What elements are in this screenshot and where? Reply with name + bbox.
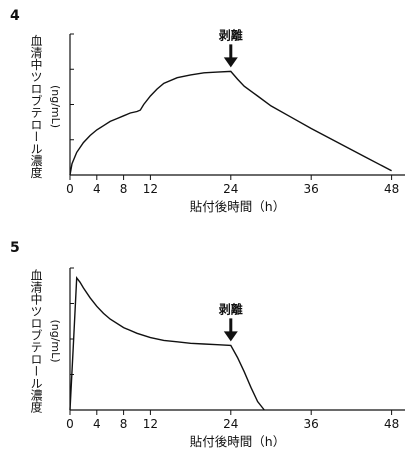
chart2-annotation-label: 剥離 — [219, 301, 243, 316]
chart2-panel-number: 5 — [10, 240, 20, 256]
chart1-panel-number: 4 — [10, 8, 20, 24]
chart2-x-axis-label: 貼付後時間（h） — [190, 434, 285, 449]
chart1-x-tick-label: 48 — [384, 182, 399, 196]
chart2-x-tick-label: 36 — [304, 417, 319, 431]
chart1-y-axis-unit: (ng/mL) — [49, 85, 62, 128]
chart2-annotation-arrow-head — [223, 331, 238, 342]
chart2-x-tick-label: 24 — [223, 417, 238, 431]
chart2-y-axis-unit: (ng/mL) — [49, 319, 62, 362]
chart1-x-tick-label: 8 — [120, 182, 128, 196]
chart1-x-tick-label: 0 — [66, 182, 74, 196]
chart2-x-tick-label: 4 — [93, 417, 101, 431]
chart2-concentration-line — [69, 275, 265, 411]
chart2-x-tick-label: 48 — [384, 417, 399, 431]
chart2-x-tick-label: 0 — [66, 417, 74, 431]
chart2-x-tick-label: 12 — [143, 417, 158, 431]
chart2-y-axis-label: 血清中ツロブテロール濃度 — [29, 269, 43, 413]
chart1-annotation-label: 剥離 — [219, 27, 243, 42]
chart1-y-axis-label: 血清中ツロブテロール濃度 — [29, 34, 43, 178]
chart2-x-tick-label: 8 — [120, 417, 128, 431]
chart1-x-axis-label: 貼付後時間（h） — [190, 199, 285, 214]
chart1-x-tick-label: 24 — [223, 182, 238, 196]
chart1-x-tick-label: 4 — [93, 182, 101, 196]
chart1-annotation-arrow-head — [223, 57, 238, 68]
chart1-x-tick-label: 12 — [143, 182, 158, 196]
chart1-concentration-line — [69, 70, 392, 176]
chart1-x-tick-label: 36 — [304, 182, 319, 196]
